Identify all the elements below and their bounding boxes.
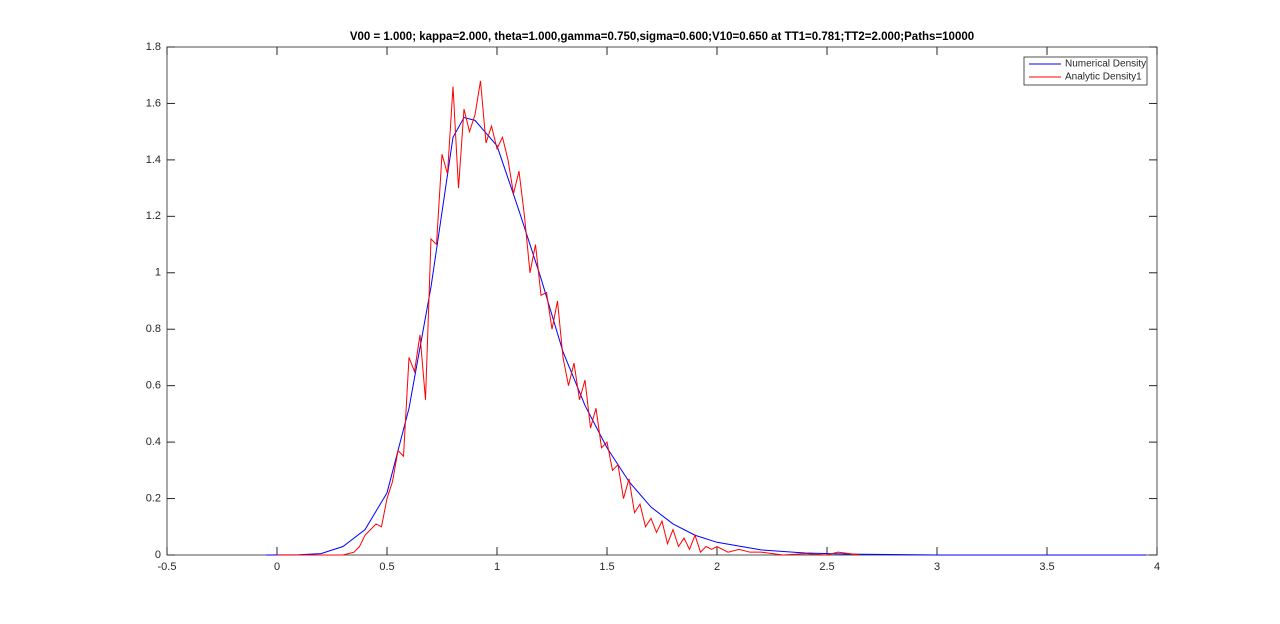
y-tick-label: 1.2 [146, 210, 161, 222]
x-tick-label: 1 [494, 561, 500, 573]
y-tick-label: 0.6 [146, 380, 161, 392]
x-tick-label: -0.5 [158, 561, 177, 573]
x-tick-label: 2.5 [819, 561, 834, 573]
x-tick-label: 3 [934, 561, 940, 573]
y-tick-label: 1 [155, 267, 161, 279]
legend-label: Numerical Density [1065, 59, 1146, 70]
y-tick-label: 0 [155, 549, 161, 561]
y-tick-label: 1.8 [146, 41, 161, 53]
y-tick-label: 1.4 [146, 154, 161, 166]
x-tick-label: 1.5 [599, 561, 614, 573]
chart-title: V00 = 1.000; kappa=2.000, theta=1.000,ga… [350, 31, 974, 43]
y-tick-label: 0.4 [146, 436, 161, 448]
series-line [277, 80, 861, 556]
legend-label: Analytic Density1 [1065, 72, 1142, 83]
x-tick-label: 2 [714, 561, 720, 573]
x-tick-label: 3.5 [1039, 561, 1054, 573]
y-tick-label: 0.8 [146, 323, 161, 335]
x-tick-label: 4 [1154, 561, 1160, 573]
series-line [265, 116, 1146, 556]
plot-area [166, 46, 1158, 556]
y-tick-label: 1.6 [146, 97, 161, 109]
legend-box [1023, 56, 1148, 86]
x-tick-label: 0.5 [379, 561, 394, 573]
x-tick-label: 0 [274, 561, 280, 573]
y-tick-label: 0.2 [146, 492, 161, 504]
